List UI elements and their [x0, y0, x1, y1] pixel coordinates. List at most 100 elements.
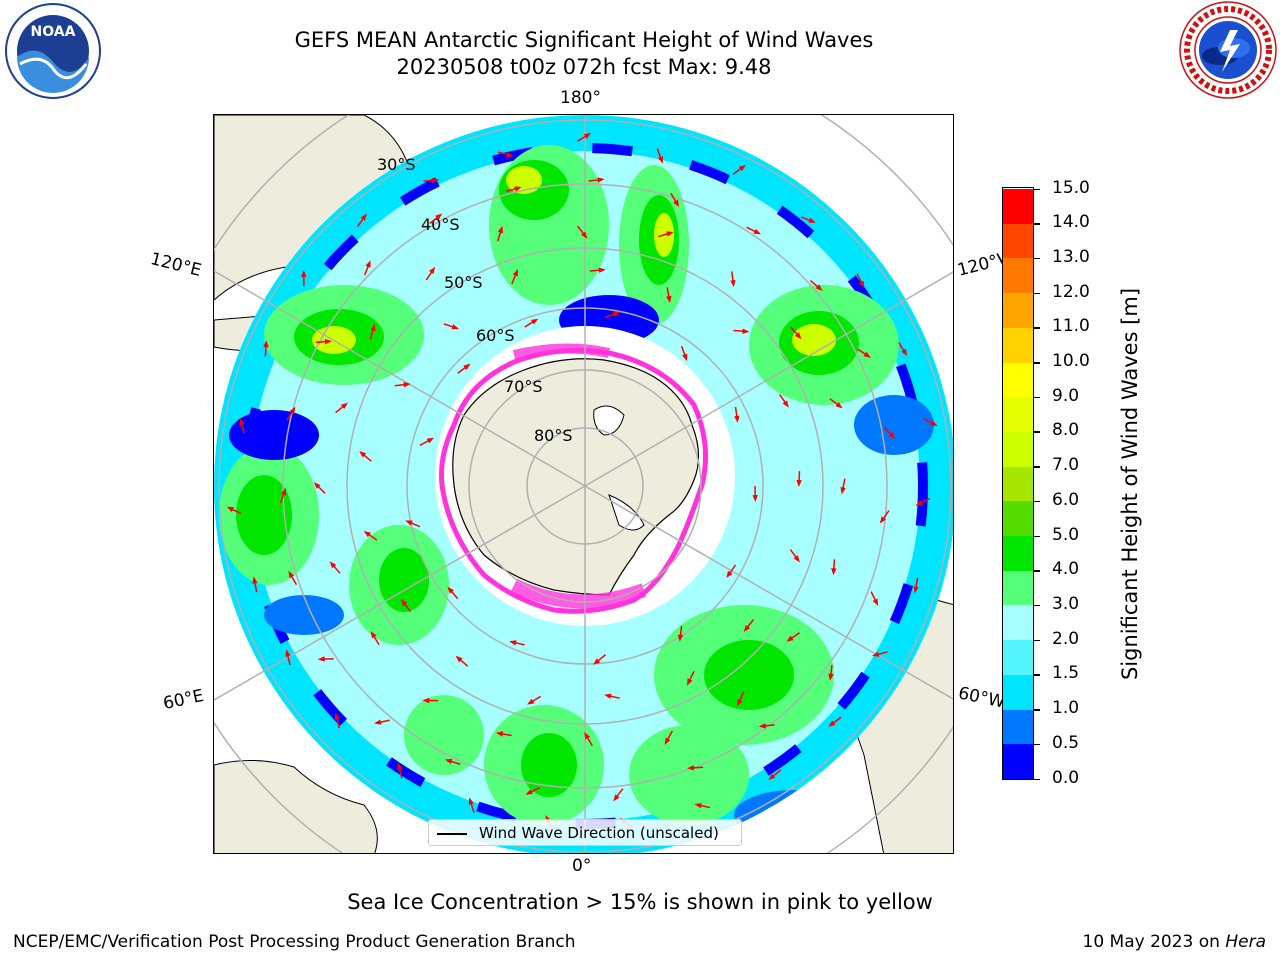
colorbar-tick: [1034, 535, 1040, 538]
wave-direction-arrowhead: [512, 268, 519, 277]
plot-subtitle: 20230508 t00z 072h fcst Max: 9.48: [396, 55, 772, 79]
wave-direction-arrowhead: [930, 420, 938, 426]
wave-direction-arrowhead: [915, 500, 923, 506]
wave-direction-arrowhead: [879, 516, 886, 524]
legend-label: Wind Wave Direction (unscaled): [479, 824, 719, 842]
wave-direction-arrowhead: [694, 802, 702, 809]
wave-direction-arrowhead: [400, 598, 408, 607]
wave-direction-arrowhead: [666, 295, 672, 304]
colorbar-tick-label: 11.0: [1052, 316, 1090, 337]
wave-direction-arrowhead: [363, 531, 372, 538]
wave-direction-arrowhead: [359, 451, 367, 458]
wave-direction-arrowhead: [593, 658, 601, 665]
colorbar-tick-label: 12.0: [1052, 281, 1090, 302]
wave-direction-arrowhead: [252, 576, 258, 584]
wave-direction-arrowhead: [435, 213, 443, 220]
footer-credit: NCEP/EMC/Verification Post Processing Pr…: [13, 932, 576, 952]
wave-direction-arrowhead: [613, 794, 620, 802]
colorbar-tick: [1034, 431, 1040, 433]
wave-direction-arrowhead: [226, 506, 235, 513]
wave-direction-arrowhead: [525, 789, 533, 795]
wave-direction-arrowhead: [863, 351, 871, 358]
colorbar-label: Significant Height of Wind Waves [m]: [1118, 287, 1142, 681]
wind-wave-arrows: [226, 132, 938, 830]
wave-direction-arrowhead: [726, 570, 733, 579]
wave-direction-arrowhead: [360, 213, 367, 221]
colorbar-tick: [1034, 257, 1040, 260]
colorbar-tick-label: 1.5: [1052, 663, 1080, 684]
lon-label-lower-left: 60°E: [161, 685, 206, 715]
colorbar-tick-label: 7.0: [1052, 455, 1080, 476]
wave-direction-arrowhead: [793, 555, 800, 563]
wave-direction-arrowhead: [422, 697, 430, 704]
wave-direction-arrowhead: [753, 228, 762, 235]
wave-direction-arrowhead: [682, 353, 688, 362]
colorbar-segment: [1003, 674, 1033, 710]
wave-direction-arrowhead: [782, 400, 789, 408]
wave-direction-arrowhead: [468, 797, 474, 805]
wave-direction-arrowhead: [758, 723, 766, 729]
map-legend: Wind Wave Direction (unscaled): [428, 819, 742, 846]
wave-direction-arrowhead: [313, 482, 321, 489]
colorbar-tick-label: 2.0: [1052, 628, 1080, 649]
wave-direction-arrowhead: [687, 765, 695, 771]
colorbar-tick: [1034, 674, 1040, 676]
wave-direction-arrowhead: [815, 284, 823, 291]
lat-label-40s: 40°S: [421, 215, 460, 234]
colorbar-tick: [1034, 327, 1040, 329]
footer-machine: Hera: [1225, 932, 1266, 952]
wave-direction-arrowhead: [673, 199, 680, 208]
colorbar-tick: [1034, 570, 1040, 572]
wave-direction-arrowhead: [527, 698, 535, 705]
wave-direction-arrowhead: [598, 267, 606, 273]
colorbar-tick: [1034, 223, 1040, 225]
colorbar-tick-label: 6.0: [1052, 489, 1080, 510]
noaa-logo: NOAA: [2, 2, 104, 104]
wave-direction-arrowhead: [738, 164, 746, 172]
colorbar-segment: [1003, 223, 1033, 259]
noaa-logo-text: NOAA: [31, 24, 76, 40]
colorbar-tick: [1034, 743, 1040, 746]
wave-direction-arrowhead: [737, 699, 743, 707]
colorbar-tick: [1034, 292, 1040, 295]
colorbar-segment: [1003, 362, 1033, 398]
lat-label-50s: 50°S: [444, 273, 483, 292]
wave-direction-arrowhead: [828, 673, 834, 681]
colorbar-tick-label: 9.0: [1052, 385, 1080, 406]
wave-direction-arrowhead: [506, 151, 514, 158]
wave-direction-arrowhead: [872, 598, 879, 606]
wave-direction-arrowhead: [397, 762, 403, 771]
wave-direction-arrowhead: [455, 655, 463, 663]
lat-label-30s: 30°S: [377, 155, 416, 174]
colorbar-tick: [1034, 500, 1040, 503]
wave-direction-arrowhead: [370, 631, 377, 639]
wave-direction-arrowhead: [752, 494, 758, 502]
wave-direction-arrowhead: [796, 479, 802, 488]
wave-direction-arrowhead: [604, 693, 612, 699]
wave-direction-arrowhead: [913, 586, 919, 594]
wave-direction-arrowhead: [370, 323, 376, 332]
colorbar-tick: [1034, 362, 1040, 364]
colorbar-segment: [1003, 292, 1033, 328]
wave-direction-arrowhead: [432, 177, 440, 184]
wave-direction-arrowhead: [871, 651, 880, 657]
wave-direction-arrowhead: [583, 132, 592, 139]
colorbar-tick: [1034, 466, 1040, 468]
wave-direction-arrowhead: [263, 340, 269, 348]
wave-direction-arrowhead: [734, 415, 740, 423]
wave-direction-arrowhead: [794, 332, 802, 340]
wave-direction-arrowhead: [730, 280, 736, 288]
wave-direction-arrowhead: [317, 656, 325, 662]
colorbar-segment: [1003, 327, 1033, 363]
colorbar-segment: [1003, 743, 1033, 779]
polar-map: 30°S 40°S 50°S 60°S 70°S 80°S: [214, 115, 953, 853]
colorbar-segment: [1003, 188, 1033, 224]
colorbar-tick: [1034, 709, 1040, 711]
colorbar-tick-label: 0.5: [1052, 732, 1080, 753]
lon-label-upper-left: 120°E: [148, 249, 204, 281]
colorbar-segment: [1003, 257, 1033, 294]
lat-label-80s: 80°S: [534, 426, 573, 445]
footer-date: 10 May 2023 on Hera: [1083, 932, 1267, 952]
wave-direction-arrowhead: [835, 401, 843, 409]
wave-direction-arrowhead: [463, 363, 471, 370]
